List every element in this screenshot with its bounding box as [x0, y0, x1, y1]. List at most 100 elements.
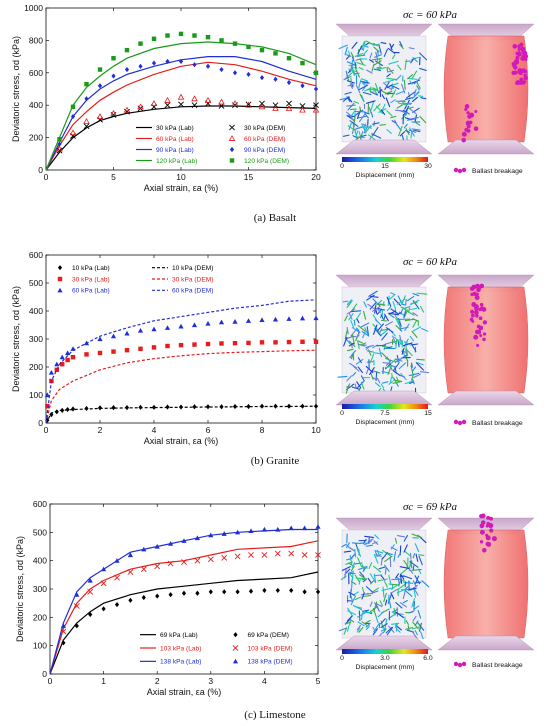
- data-point: [87, 577, 93, 583]
- particle: [370, 101, 375, 112]
- legend-swatch: [57, 265, 63, 271]
- data-point: [302, 525, 308, 531]
- bottom-platen: [335, 139, 433, 155]
- legend-label: 60 kPa (Lab): [156, 136, 194, 143]
- particle: [413, 76, 422, 85]
- particle: [349, 616, 352, 626]
- particle: [400, 574, 405, 580]
- y-tick-label: 200: [29, 362, 43, 372]
- particle: [421, 580, 430, 588]
- data-point: [70, 104, 76, 110]
- particle: [365, 40, 375, 46]
- particle: [393, 370, 401, 376]
- particle: [361, 331, 370, 337]
- data-point: [83, 123, 90, 130]
- particle: [352, 604, 363, 611]
- particle: [364, 619, 371, 624]
- particle: [404, 130, 411, 133]
- data-point: [165, 33, 170, 38]
- series-line: [45, 105, 317, 171]
- particle: [403, 79, 406, 90]
- particle: [385, 552, 393, 556]
- particle: [342, 300, 349, 303]
- y-tick-label: 100: [29, 390, 43, 400]
- y-tick-label: 300: [29, 334, 43, 344]
- broken-particle: [475, 314, 479, 318]
- particle: [355, 358, 364, 365]
- particle: [347, 610, 356, 616]
- particle: [419, 67, 427, 71]
- particle: [380, 623, 388, 628]
- particle: [389, 358, 397, 365]
- x-tick-label: 2: [98, 425, 103, 435]
- particle: [385, 360, 392, 366]
- legend-item: 138 kPa (Lab): [140, 659, 201, 666]
- x-tick-label: 10: [311, 425, 321, 435]
- colorbar-tick-label: 0: [340, 163, 344, 170]
- data-point: [221, 554, 228, 561]
- data-point: [315, 552, 321, 558]
- particle: [416, 82, 421, 89]
- particle: [402, 590, 406, 600]
- particle: [361, 82, 367, 87]
- particle: [353, 115, 356, 125]
- y-tick-label: 600: [29, 250, 43, 260]
- y-tick-label: 500: [33, 527, 47, 537]
- particle: [351, 334, 355, 345]
- particle: [351, 56, 355, 62]
- data-point: [70, 406, 76, 412]
- particle: [411, 330, 418, 339]
- x-axis-label: Axial strain, εa (%): [144, 183, 219, 193]
- particle: [414, 543, 420, 553]
- bottom-platen: [335, 390, 433, 406]
- particle: [379, 329, 388, 337]
- data-point: [313, 70, 319, 76]
- data-point: [101, 606, 106, 612]
- particle: [374, 550, 384, 554]
- particle: [376, 344, 386, 347]
- particle: [343, 550, 352, 553]
- data-point: [313, 339, 319, 345]
- particle: [408, 47, 415, 50]
- particle: [371, 63, 375, 72]
- broken-particle: [486, 542, 492, 547]
- particle: [417, 610, 422, 619]
- broken-particle: [520, 68, 526, 73]
- particle: [412, 319, 418, 328]
- particle: [378, 89, 383, 94]
- particle: [399, 567, 409, 575]
- particle: [377, 323, 384, 332]
- data-point: [137, 103, 144, 110]
- broken-particle: [515, 55, 520, 60]
- data-point: [154, 543, 160, 549]
- x-tick-label: 1: [101, 676, 106, 686]
- particle: [413, 587, 417, 598]
- broken-particle: [482, 332, 487, 336]
- data-point: [57, 141, 62, 147]
- data-point: [60, 628, 67, 635]
- particle: [385, 97, 391, 108]
- data-point: [100, 580, 107, 587]
- particle: [361, 578, 367, 581]
- particle: [376, 49, 380, 57]
- bottom-platen: [335, 635, 433, 651]
- data-point: [301, 552, 308, 558]
- particle: [412, 292, 420, 297]
- particle: [359, 58, 364, 65]
- particle: [397, 357, 404, 363]
- colorbar-label: Displacement (mm): [356, 419, 415, 426]
- particle: [360, 565, 368, 569]
- data-point: [96, 113, 104, 120]
- breakage-particles: [479, 513, 497, 553]
- particle: [387, 69, 395, 73]
- particle: [388, 60, 399, 65]
- data-point: [178, 323, 184, 329]
- data-point: [83, 117, 90, 124]
- series-line: [49, 571, 319, 675]
- particle: [392, 54, 396, 60]
- plot-area: [49, 503, 319, 675]
- series-1: [45, 61, 317, 171]
- particle: [347, 84, 355, 87]
- particle: [354, 548, 357, 558]
- particle: [351, 570, 354, 581]
